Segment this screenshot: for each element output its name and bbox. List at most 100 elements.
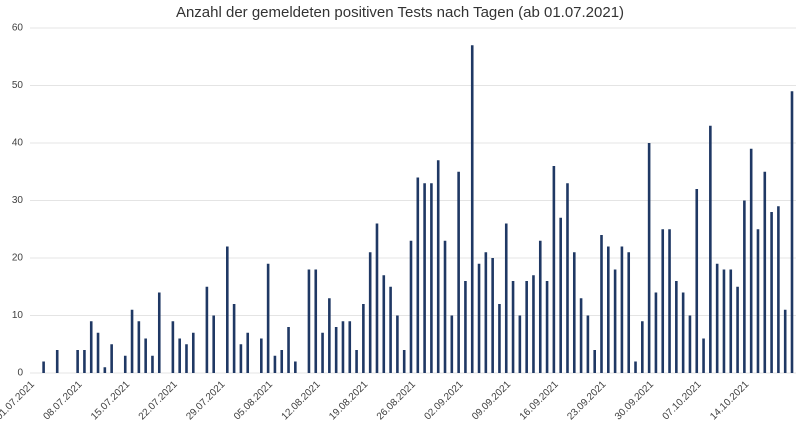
bar bbox=[103, 367, 107, 373]
bar bbox=[532, 275, 535, 373]
bar bbox=[450, 315, 454, 373]
x-tick-label: 02.09.2021 bbox=[422, 379, 465, 422]
bar bbox=[171, 321, 175, 373]
bar bbox=[137, 321, 141, 373]
bar bbox=[695, 189, 699, 373]
bar bbox=[681, 292, 685, 373]
x-tick-label: 16.09.2021 bbox=[518, 379, 561, 422]
x-tick-label: 23.09.2021 bbox=[565, 379, 608, 422]
bar bbox=[430, 183, 433, 373]
bar bbox=[151, 355, 154, 373]
bar bbox=[96, 332, 100, 373]
x-tick-label: 26.08.2021 bbox=[375, 379, 418, 422]
bar bbox=[76, 350, 79, 373]
x-tick-label: 01.07.2021 bbox=[0, 379, 37, 422]
bar bbox=[607, 246, 610, 373]
bar bbox=[396, 315, 399, 373]
bar bbox=[280, 350, 284, 373]
bar bbox=[83, 350, 86, 373]
x-tick-label: 09.09.2021 bbox=[470, 379, 513, 422]
bar bbox=[355, 350, 358, 373]
bar bbox=[246, 332, 250, 373]
bar bbox=[743, 200, 746, 373]
bar bbox=[641, 321, 644, 373]
bar bbox=[185, 344, 188, 373]
bar bbox=[382, 275, 386, 373]
bar bbox=[423, 183, 426, 373]
bar bbox=[334, 327, 338, 373]
bar bbox=[260, 338, 263, 373]
bar bbox=[464, 281, 467, 373]
bar bbox=[647, 143, 651, 373]
bar bbox=[348, 321, 352, 373]
bar bbox=[123, 355, 127, 373]
bar bbox=[42, 361, 45, 373]
bar bbox=[239, 344, 243, 373]
bar bbox=[321, 332, 324, 373]
bar bbox=[287, 327, 290, 373]
bar bbox=[783, 309, 787, 373]
bar bbox=[498, 304, 501, 373]
bar bbox=[593, 350, 596, 373]
bar bbox=[436, 160, 440, 373]
bar bbox=[518, 315, 522, 373]
bar bbox=[661, 229, 665, 373]
bar bbox=[266, 263, 270, 373]
bar bbox=[654, 292, 658, 373]
bar bbox=[314, 269, 318, 373]
bar bbox=[545, 281, 549, 373]
bar bbox=[634, 361, 637, 373]
bar bbox=[552, 166, 556, 373]
bar bbox=[572, 252, 576, 373]
bar bbox=[688, 315, 692, 373]
x-tick-label: 15.07.2021 bbox=[89, 379, 132, 422]
bar bbox=[736, 286, 739, 373]
bar bbox=[477, 263, 481, 373]
bar bbox=[389, 286, 392, 373]
bar bbox=[749, 148, 753, 373]
bar bbox=[457, 171, 460, 373]
bar bbox=[191, 332, 195, 373]
bar bbox=[715, 263, 719, 373]
bar bbox=[294, 361, 297, 373]
bar bbox=[511, 281, 515, 373]
x-tick-label: 05.08.2021 bbox=[232, 379, 275, 422]
x-tick-label: 19.08.2021 bbox=[327, 379, 370, 422]
bar bbox=[525, 281, 528, 373]
bar bbox=[600, 235, 603, 373]
bar bbox=[559, 217, 562, 373]
bar bbox=[307, 269, 311, 373]
bar bbox=[729, 269, 733, 373]
bar bbox=[226, 246, 229, 373]
bar bbox=[770, 212, 773, 373]
bar bbox=[675, 281, 678, 373]
bar bbox=[790, 91, 794, 373]
bar bbox=[273, 355, 277, 373]
bar bbox=[756, 229, 760, 373]
y-tick-label: 50 bbox=[12, 80, 24, 91]
chart-title: Anzahl der gemeldeten positiven Tests na… bbox=[176, 4, 624, 21]
bar bbox=[709, 125, 712, 373]
bar bbox=[212, 315, 215, 373]
bar bbox=[402, 350, 406, 373]
x-tick-label: 29.07.2021 bbox=[184, 379, 227, 422]
bar bbox=[178, 338, 181, 373]
bar bbox=[205, 286, 209, 373]
bar bbox=[130, 309, 134, 373]
bar bbox=[362, 304, 365, 373]
y-tick-label: 40 bbox=[12, 138, 24, 149]
y-tick-label: 20 bbox=[12, 253, 24, 264]
x-tick-label: 12.08.2021 bbox=[280, 379, 323, 422]
bar bbox=[416, 177, 420, 373]
bar bbox=[613, 269, 617, 373]
bar bbox=[341, 321, 345, 373]
bar bbox=[491, 258, 494, 373]
x-tick-label: 22.07.2021 bbox=[137, 379, 180, 422]
bar bbox=[668, 229, 671, 373]
bar bbox=[375, 223, 379, 373]
y-tick-label: 0 bbox=[17, 368, 23, 379]
bar bbox=[484, 252, 488, 373]
y-tick-label: 30 bbox=[12, 195, 24, 206]
bar bbox=[110, 344, 113, 373]
